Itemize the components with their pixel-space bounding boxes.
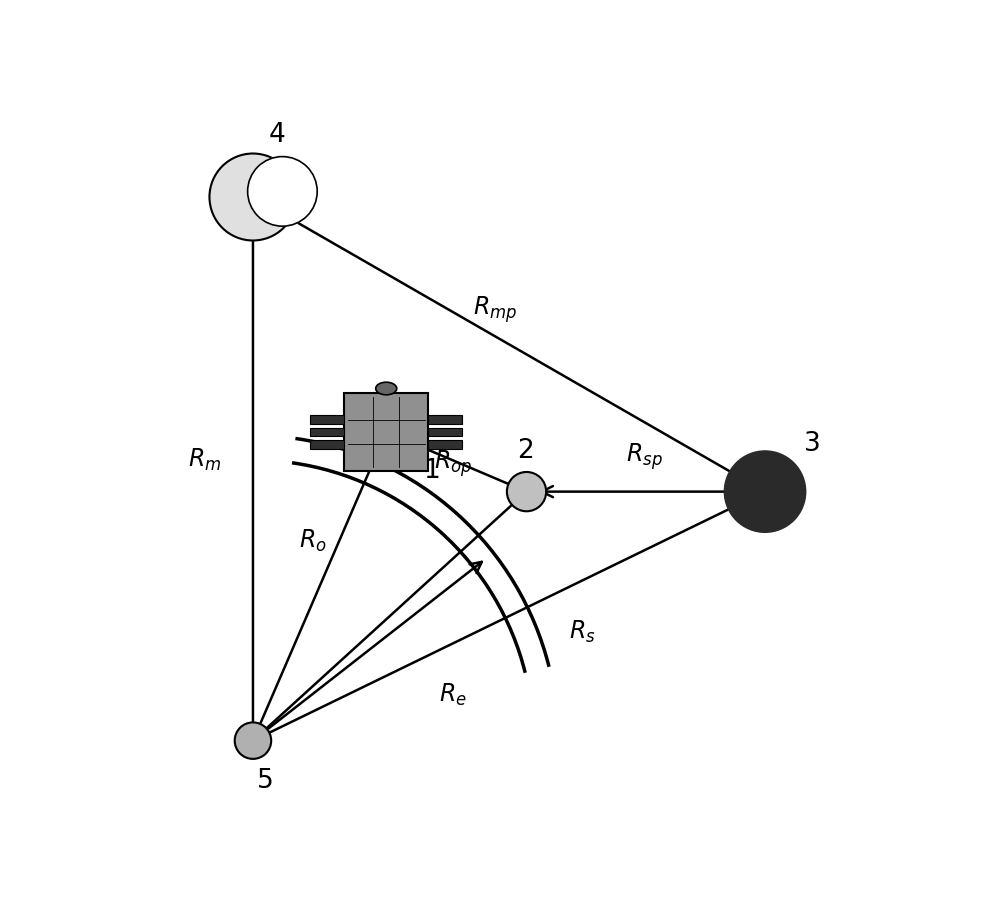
Text: 2: 2 xyxy=(517,438,534,464)
Bar xyxy=(310,428,344,436)
Bar xyxy=(428,415,462,424)
Text: $\mathbf{\mathit{R}}_{\mathbf{\mathit{op}}}$: $\mathbf{\mathit{R}}_{\mathbf{\mathit{op… xyxy=(434,448,472,479)
Circle shape xyxy=(235,722,271,759)
Ellipse shape xyxy=(376,383,397,394)
Text: $\mathbf{\mathit{R}}_{\mathbf{\mathit{s}}}$: $\mathbf{\mathit{R}}_{\mathbf{\mathit{s}… xyxy=(569,619,596,645)
Bar xyxy=(428,428,462,436)
Circle shape xyxy=(248,157,317,226)
Text: $\mathbf{\mathit{R}}_{\mathbf{\mathit{mp}}}$: $\mathbf{\mathit{R}}_{\mathbf{\mathit{mp… xyxy=(473,294,517,324)
Text: $\mathbf{\mathit{R}}_{\mathbf{\mathit{sp}}}$: $\mathbf{\mathit{R}}_{\mathbf{\mathit{sp… xyxy=(626,441,663,472)
Bar xyxy=(428,440,462,449)
Circle shape xyxy=(209,154,296,241)
Text: 1: 1 xyxy=(423,457,440,484)
Text: 4: 4 xyxy=(269,122,286,148)
Text: 5: 5 xyxy=(257,768,274,794)
Text: $\mathbf{\mathit{R}}_{\mathbf{\mathit{e}}}$: $\mathbf{\mathit{R}}_{\mathbf{\mathit{e}… xyxy=(439,682,467,708)
FancyBboxPatch shape xyxy=(344,394,428,471)
Text: $\mathbf{\mathit{R}}_{\mathbf{\mathit{m}}}$: $\mathbf{\mathit{R}}_{\mathbf{\mathit{m}… xyxy=(188,447,222,473)
Circle shape xyxy=(724,451,806,532)
Bar xyxy=(310,415,344,424)
Circle shape xyxy=(507,472,546,511)
Bar xyxy=(310,440,344,449)
Text: $\mathbf{\mathit{R}}_{\mathbf{\mathit{o}}}$: $\mathbf{\mathit{R}}_{\mathbf{\mathit{o}… xyxy=(299,527,327,554)
Text: 3: 3 xyxy=(804,431,821,457)
